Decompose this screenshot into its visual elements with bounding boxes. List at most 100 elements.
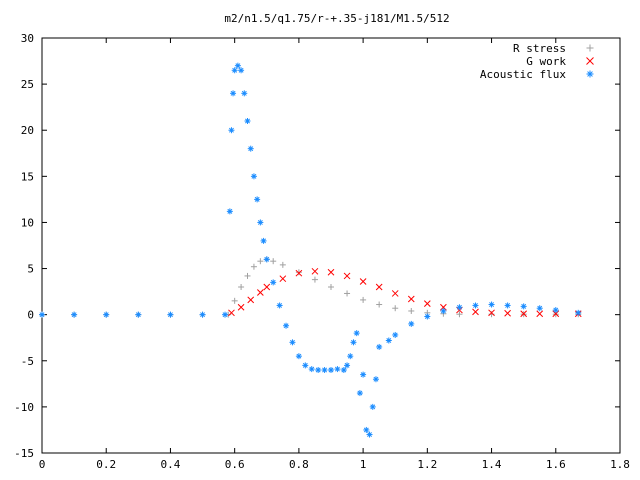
data-point [257, 289, 264, 296]
x-tick-label: 0.2 [96, 458, 116, 471]
data-point [254, 196, 261, 203]
data-point [385, 337, 392, 344]
data-point [407, 295, 415, 303]
data-point [372, 376, 379, 383]
data-point [238, 67, 245, 74]
y-tick-label: 5 [27, 263, 34, 276]
data-point [344, 290, 351, 297]
x-tick-label: 1.8 [610, 458, 630, 471]
data-point [244, 272, 251, 279]
legend-marker [586, 44, 594, 52]
data-point [263, 256, 270, 263]
data-point [103, 311, 110, 318]
y-tick-label: -15 [14, 447, 34, 460]
data-point [250, 263, 257, 270]
data-point [327, 268, 335, 276]
data-point [424, 313, 431, 320]
data-point [167, 311, 174, 318]
data-point [228, 127, 235, 134]
data-point [360, 371, 367, 378]
data-point [295, 269, 303, 277]
x-tick-label: 1.4 [482, 458, 502, 471]
data-point [340, 367, 347, 373]
data-point [375, 283, 383, 291]
data-point [295, 353, 302, 360]
data-point [456, 304, 463, 311]
legend-label: R stress [513, 42, 566, 55]
data-point [247, 145, 254, 152]
data-point [222, 311, 229, 318]
series-r-stress [39, 256, 582, 318]
data-points [39, 62, 582, 438]
data-point [247, 296, 255, 304]
data-point [263, 283, 271, 291]
legend-label: Acoustic flux [480, 68, 566, 81]
x-tick-label: 0.8 [289, 458, 309, 471]
y-tick-label: 0 [27, 309, 34, 322]
legend-marker [586, 70, 594, 78]
legend-marker [586, 57, 594, 65]
data-point [536, 310, 544, 318]
y-tick-label: 20 [21, 124, 34, 137]
y-tick-label: 30 [21, 32, 34, 45]
data-point [71, 311, 78, 318]
x-tick-label: 1.6 [546, 458, 566, 471]
data-point [392, 305, 399, 312]
data-point [311, 267, 319, 275]
data-point [344, 362, 351, 369]
y-tick-label: -5 [21, 355, 34, 368]
y-tick-label: -10 [14, 401, 34, 414]
data-point [350, 339, 357, 346]
y-tick-label: 25 [21, 78, 34, 91]
data-point [250, 173, 257, 180]
data-point [520, 310, 528, 318]
data-point [347, 353, 354, 360]
data-point [456, 311, 463, 318]
data-point [353, 330, 360, 337]
data-point [302, 362, 309, 369]
data-point [241, 90, 248, 97]
y-tick-label: 15 [21, 170, 34, 183]
data-point [391, 290, 399, 297]
data-point [315, 367, 322, 373]
data-point [283, 322, 290, 329]
data-point [356, 390, 363, 397]
data-point [488, 309, 495, 317]
data-point [440, 307, 447, 314]
legend-label: G work [526, 55, 566, 68]
data-point [536, 305, 543, 312]
data-point [270, 258, 277, 265]
data-point [257, 258, 264, 265]
data-point [334, 366, 341, 373]
data-point [488, 301, 495, 308]
data-point [321, 367, 328, 373]
data-point [472, 302, 479, 309]
axis-ticks: 0 0.2 0.4 0.6 0.8 1 1.2 1.4 1.6 1.8 30 25 20 15 10 5 0 -5… [14, 32, 630, 471]
data-point [488, 311, 495, 318]
y-tick-label: 10 [21, 216, 34, 229]
data-point [392, 331, 399, 338]
data-point [575, 309, 582, 316]
data-point [135, 311, 142, 318]
data-point [279, 275, 287, 283]
data-point [289, 339, 296, 346]
data-point [228, 309, 235, 317]
data-point [230, 90, 237, 97]
data-point [257, 219, 264, 226]
data-point [366, 431, 373, 438]
data-point [199, 311, 206, 318]
data-point [231, 67, 238, 74]
chart-title: m2/n1.5/q1.75/r-+.35-j181/M1.5/512 [224, 12, 449, 25]
data-point [504, 309, 511, 317]
data-point [520, 303, 527, 310]
data-point [234, 62, 241, 69]
data-point [343, 272, 351, 280]
data-point [328, 367, 334, 373]
data-point [295, 269, 302, 276]
data-point [376, 343, 383, 350]
x-tick-label: 1 [360, 458, 367, 471]
data-point [408, 307, 415, 314]
data-point [244, 118, 251, 124]
